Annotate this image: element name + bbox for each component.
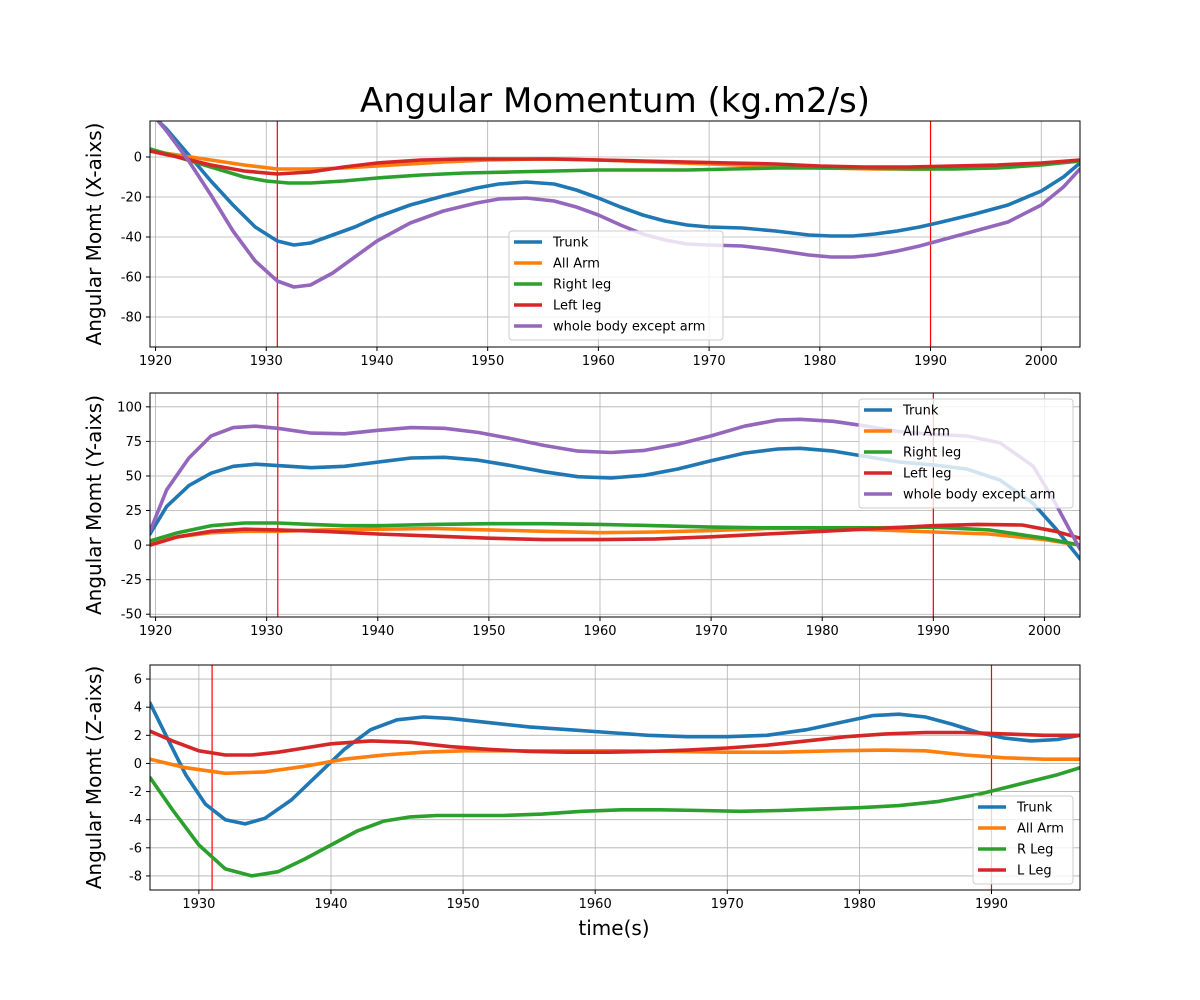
plot-frame <box>149 664 1081 891</box>
legend-box <box>508 230 724 341</box>
y-axis-label: Angular Momt (Y-aixs) <box>82 395 106 615</box>
x-tick-label: 1950 <box>471 354 504 369</box>
x-tick-label: 1960 <box>583 624 616 639</box>
x-axis-label: time(s) <box>578 916 649 940</box>
legend-entry-all-arm: All Arm <box>903 425 950 440</box>
x-tick-label: 1930 <box>250 354 283 369</box>
legend-entry-r-leg: R Leg <box>1017 843 1053 858</box>
x-tick-label: 2000 <box>1028 624 1061 639</box>
y-axis-label: Angular Momt (X-aixs) <box>82 123 106 346</box>
y-tick-label: -2 <box>129 785 142 800</box>
series-line-r-leg <box>150 765 1080 878</box>
legend: Trunk All Arm R Leg L Leg <box>972 795 1074 885</box>
x-tick-label: 1970 <box>693 354 726 369</box>
y-tick-label: -40 <box>121 231 142 246</box>
plot-frame <box>149 120 1081 348</box>
y-tick-label: 0 <box>134 539 142 554</box>
x-tick-label: 1940 <box>314 897 347 912</box>
x-tick-label: 1960 <box>582 354 615 369</box>
x-axis-subplot: 1920 1930 1940 1950 1960 1970 1980 1990 2000 0 -20… <box>82 120 1081 369</box>
x-tick-label: 2000 <box>1025 354 1058 369</box>
legend-entry-whole-body-except-arm: whole body except arm <box>903 488 1055 503</box>
y-tick-label: -4 <box>129 813 142 828</box>
legend-entry-trunk: Trunk <box>1016 801 1053 816</box>
y-tick-label: 25 <box>125 504 142 519</box>
x-tick-label: 1990 <box>914 354 947 369</box>
x-tick-label: 1950 <box>447 897 480 912</box>
x-tick-label: 1990 <box>975 897 1008 912</box>
y-tick-label: 2 <box>134 729 142 744</box>
y-tick-label: -25 <box>121 573 142 588</box>
x-tick-label: 1970 <box>695 624 728 639</box>
x-tick-label: 1950 <box>472 624 505 639</box>
legend-entry-l-leg: L Leg <box>1017 864 1052 879</box>
legend-box <box>858 398 1074 509</box>
series-line-whole-body-except-arm <box>155 121 1080 289</box>
y-axis-subplot: 1920 1930 1940 1950 1960 1970 1980 1990 2000 100 7… <box>82 392 1081 639</box>
y-axis-label: Angular Momt (Z-aixs) <box>82 666 106 890</box>
x-tick-label: 1960 <box>579 897 612 912</box>
legend-entry-left-leg: Left leg <box>903 467 951 482</box>
x-tick-label: 1930 <box>250 624 283 639</box>
series-group <box>150 121 1080 289</box>
x-tick-label: 1920 <box>139 624 172 639</box>
legend-entry-trunk: Trunk <box>902 404 939 419</box>
z-axis-subplot: 1930 1940 1950 1960 1970 1980 1990 6 4 2 0 -2 -4 -6 -8… <box>82 664 1081 912</box>
y-tick-label: 0 <box>134 151 142 166</box>
legend-entry-all-arm: All Arm <box>1017 822 1064 837</box>
legend-box <box>972 795 1074 885</box>
plot-frame <box>149 392 1081 618</box>
series-line-trunk <box>150 701 1080 826</box>
series-line-right-leg <box>150 147 1080 185</box>
y-tick-label: -60 <box>121 271 142 286</box>
y-tick-label: -50 <box>121 608 142 623</box>
x-tick-label: 1980 <box>803 354 836 369</box>
y-tick-label: -80 <box>121 311 142 326</box>
y-tick-label: -8 <box>129 869 142 884</box>
x-tick-label: 1980 <box>843 897 876 912</box>
x-tick-label: 1930 <box>182 897 215 912</box>
x-tick-label: 1980 <box>806 624 839 639</box>
y-tick-label: 6 <box>134 673 142 688</box>
series-line-all-arm <box>150 526 1080 547</box>
y-tick-label: 50 <box>125 469 142 484</box>
series-line-left-leg <box>150 149 1080 176</box>
x-tick-label: 1920 <box>139 354 172 369</box>
legend-entry-trunk: Trunk <box>552 236 589 251</box>
x-tick-label: 1990 <box>917 624 950 639</box>
series-line-left-leg <box>150 522 1080 547</box>
series-line-trunk <box>155 121 1080 247</box>
legend-entry-whole-body-except-arm: whole body except arm <box>553 320 705 335</box>
y-tick-label: 0 <box>134 757 142 772</box>
legend-entry-right-leg: Right leg <box>903 446 961 461</box>
series-line-l-leg <box>150 729 1080 757</box>
y-tick-label: 4 <box>134 701 142 716</box>
legend: Trunk All Arm Right leg Left leg whole body … <box>508 230 724 341</box>
y-tick-label: -20 <box>121 191 142 206</box>
legend-entry-left-leg: Left leg <box>553 299 601 314</box>
series-group <box>150 701 1080 878</box>
x-tick-label: 1940 <box>360 354 393 369</box>
y-tick-label: -6 <box>129 841 142 856</box>
y-tick-label: 75 <box>125 435 142 450</box>
legend: Trunk All Arm Right leg Left leg whole body … <box>858 398 1074 509</box>
legend-entry-all-arm: All Arm <box>553 257 600 272</box>
figure-title: Angular Momentum (kg.m2/s) <box>360 81 870 121</box>
x-tick-label: 1970 <box>711 897 744 912</box>
y-tick-label: 100 <box>117 400 142 415</box>
legend-entry-right-leg: Right leg <box>553 278 611 293</box>
x-tick-label: 1940 <box>361 624 394 639</box>
